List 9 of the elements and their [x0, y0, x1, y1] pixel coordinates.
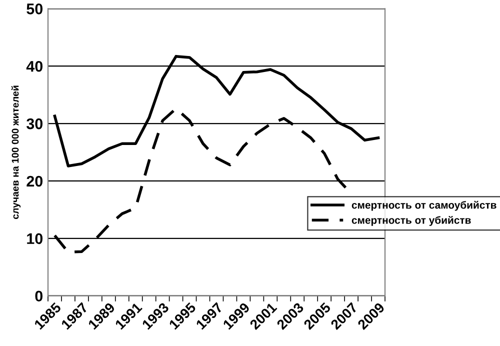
legend-label: смертность от самоубийств [352, 200, 496, 211]
legend-label: смертность от убийств [352, 216, 471, 226]
y-tick-label: 40 [26, 60, 43, 72]
y-tick-label: 0 [35, 290, 43, 302]
y-tick-label: 30 [26, 118, 43, 130]
y-axis-title: случаев на 100 000 жителей [11, 86, 21, 219]
y-tick-label: 20 [26, 176, 43, 187]
y-tick-label: 10 [27, 233, 43, 244]
y-tick-label: 50 [26, 4, 43, 14]
